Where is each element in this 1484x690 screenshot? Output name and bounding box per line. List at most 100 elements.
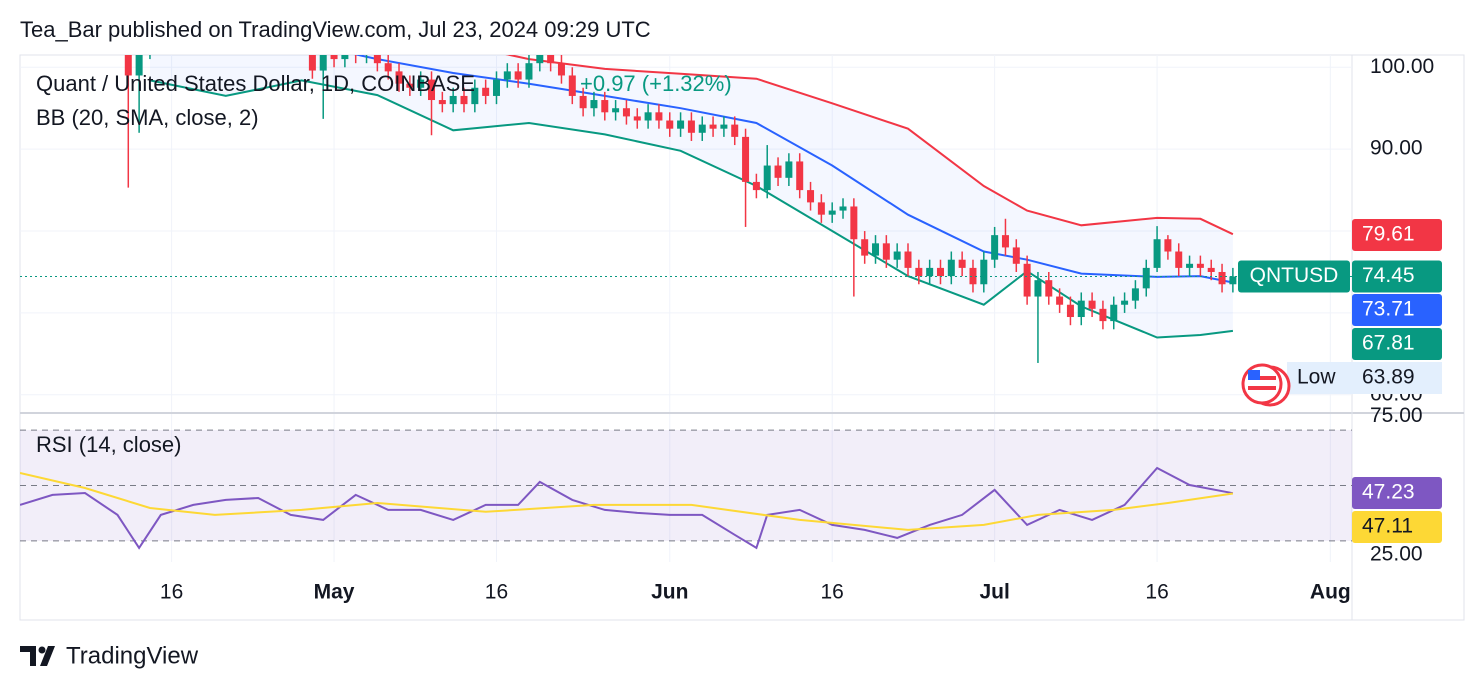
candle-body [1153,239,1161,268]
candle-body [980,259,988,285]
candle-body [969,267,977,285]
candle-body [1034,280,1042,297]
candle-body [936,267,944,277]
candle-body [709,124,717,129]
candle-body [612,108,620,113]
candle-body [644,112,652,121]
candle-body [655,112,663,121]
candle-body [1175,251,1183,268]
candle-body [622,108,630,117]
footer-brand: TradingView [20,642,199,669]
candle-body [763,165,771,191]
flag-stripe [1248,376,1276,380]
candle-body [1229,276,1237,285]
brand-logo-dot [38,646,46,654]
candle-body [547,55,555,64]
candle-body [774,165,782,178]
candle-body [1218,271,1226,285]
candle-body [752,181,760,191]
x-tick-label: Aug [1310,581,1351,604]
rsi-value-label: 47.23 [1362,481,1415,504]
rsi-value-label: 47.11 [1362,515,1413,538]
x-tick-label: 16 [485,581,508,604]
indicator-title: BB (20, SMA, close, 2) [36,105,259,130]
candle-body [590,100,598,109]
candle-body [698,124,706,133]
bb-line [505,55,1234,236]
symbol-title: Quant / United States Dollar, 1D, COINBA… [36,71,475,96]
legend: Quant / United States Dollar, 1D, COINBA… [36,71,732,457]
candle-body [828,210,836,215]
candle-body [861,239,869,256]
candle-body [796,161,804,191]
low-label: Low [1297,366,1336,389]
candle-body [633,116,641,121]
candle-body [438,100,446,105]
y-tick-label: 75.00 [1370,404,1423,427]
candle-body [330,55,338,60]
candle-body [135,55,143,76]
candle-body [1023,263,1031,297]
bb-lower-label: 67.81 [1362,332,1415,355]
y-tick-label: 25.00 [1370,542,1423,565]
bb-line [353,55,1234,284]
candle-body [1110,304,1118,322]
low-label-box [1287,362,1442,394]
candle-body [991,235,999,260]
candle-body [308,55,316,71]
rsi-value-box [1352,477,1442,509]
rsi-value-box [1352,511,1442,543]
candle-body [1012,247,1020,264]
candle-body [395,71,403,84]
low-value: 63.89 [1362,366,1415,389]
price-labels: 79.61 QNTUSD 74.45 73.71 67.81 Low 63.89 47.23 4… [1238,219,1442,543]
x-tick-label: 16 [160,581,183,604]
x-tick-label: 16 [1145,581,1168,604]
candle-body [373,55,381,64]
bb-basis-label-box [1352,294,1442,326]
candle-body [406,83,414,88]
candle-body [839,206,847,211]
x-tick-label: May [314,581,355,604]
x-tick-label: 16 [821,581,844,604]
candle-body [579,95,587,109]
candle-body [428,79,436,101]
candle-body [1142,267,1150,289]
brand-logo [20,646,55,666]
candle-body [568,75,576,96]
rsi-pane [20,429,1352,550]
candle-body [1099,308,1107,322]
candle-body [449,95,457,105]
candle-body [601,100,609,113]
candle-body [1001,235,1009,248]
symbol-tag: QNTUSD [1250,264,1339,287]
candle-body [872,243,880,256]
x-tick-label: Jun [651,581,688,604]
candle-body [417,79,425,88]
candle-body [1088,300,1096,309]
candle-body [1196,263,1204,268]
candle-body [1121,300,1129,305]
candle-body [471,87,479,105]
candle-body [124,55,132,76]
y-tick-label: 100.00 [1370,55,1434,78]
candle-body [666,120,674,129]
bb-lower-label-box [1352,328,1442,360]
rsi-line [20,466,1234,550]
candle-body [1045,280,1053,297]
candle-body [677,120,685,129]
candle-body [958,259,966,268]
candle-body [850,206,858,240]
candle-body [1131,288,1139,301]
candle-body [1186,263,1194,268]
rsi-title: RSI (14, close) [36,432,182,457]
candle-body [926,267,934,277]
candle-body [482,87,490,96]
flag-canton [1248,370,1260,380]
last-price-label-box [1352,260,1442,293]
candle-body [536,55,544,64]
chart-frame [19,54,1465,621]
bb-upper-label: 79.61 [1362,223,1415,246]
